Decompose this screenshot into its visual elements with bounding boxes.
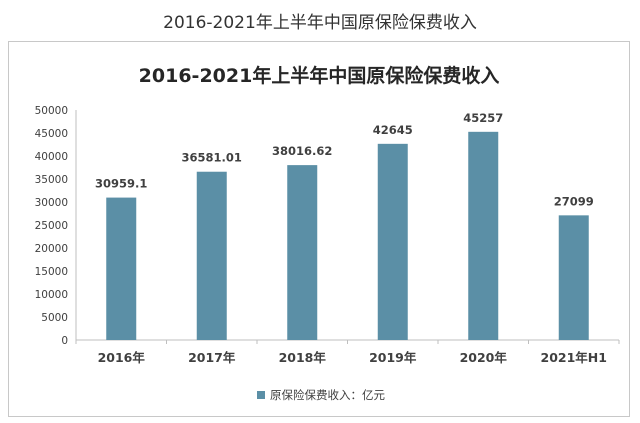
chart-frame: 2016-2021年上半年中国原保险保费收入 0 5000 10000 15000 200… <box>8 41 630 417</box>
x-category-label: 2020年 <box>460 350 508 365</box>
x-category-label: 2019年 <box>369 350 417 365</box>
page-caption: 2016-2021年上半年中国原保险保费收入 <box>163 13 477 33</box>
chart-title: 2016-2021年上半年中国原保险保费收入 <box>139 64 500 87</box>
bar <box>287 165 318 340</box>
y-tick-label: 15000 <box>35 266 68 278</box>
x-category-label: 2021年H1 <box>541 350 607 365</box>
y-tick-label: 0 <box>61 335 68 347</box>
legend-swatch <box>257 391 265 399</box>
bar <box>196 171 227 340</box>
bar <box>377 143 408 340</box>
x-category-label: 2017年 <box>188 350 236 365</box>
y-tick-label: 40000 <box>35 151 68 163</box>
y-tick-label: 20000 <box>35 243 68 255</box>
y-tick-label: 35000 <box>35 174 68 186</box>
bar-chart: 2016-2021年上半年中国原保险保费收入 0 5000 10000 15000 200… <box>35 64 620 402</box>
legend-label: 原保险保费收入：亿元 <box>270 388 385 402</box>
bar-data-label: 38016.62 <box>272 144 332 158</box>
bar-data-label: 45257 <box>463 111 503 125</box>
y-tick-label: 10000 <box>35 289 68 301</box>
bar-data-label: 36581.01 <box>182 151 242 165</box>
y-tick-label: 30000 <box>35 197 68 209</box>
x-category-label: 2018年 <box>279 350 327 365</box>
y-tick-label: 50000 <box>35 105 68 117</box>
bar <box>468 131 499 340</box>
bar-data-label: 27099 <box>554 194 594 208</box>
bar <box>558 215 589 340</box>
y-tick-label: 5000 <box>41 312 68 324</box>
y-tick-label: 45000 <box>35 128 68 140</box>
x-category-label: 2016年 <box>98 350 146 365</box>
bar <box>106 197 137 340</box>
bar-data-label: 30959.1 <box>95 177 147 191</box>
y-tick-label: 25000 <box>35 220 68 232</box>
bar-data-label: 42645 <box>373 123 413 137</box>
